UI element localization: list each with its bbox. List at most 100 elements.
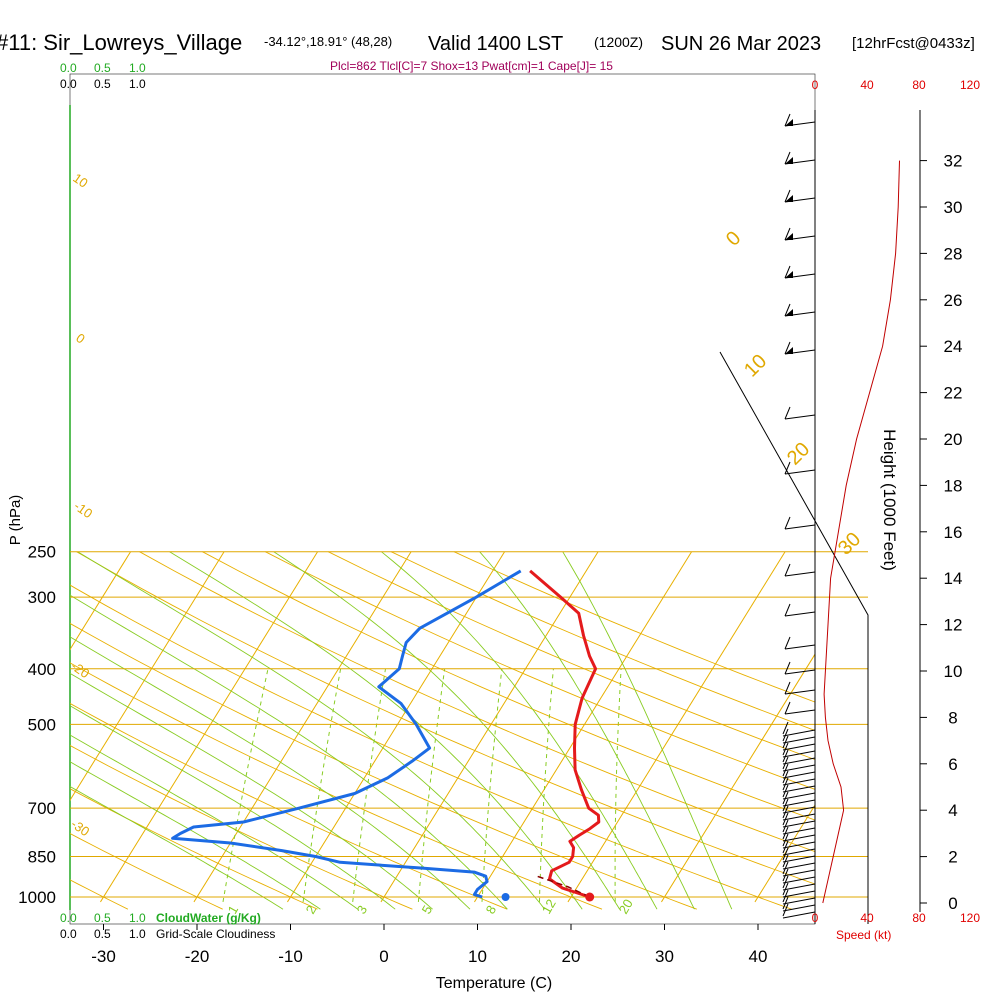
x-tick-40: 40: [749, 947, 768, 966]
wind-barb: [784, 113, 816, 127]
p-tick-250: 250: [28, 543, 56, 562]
isotherm: [848, 552, 1000, 902]
barb-flag: [782, 903, 789, 917]
isotherm: [70, 551, 131, 651]
isotherm-label-20: 20: [783, 438, 814, 469]
wind-barb: [782, 882, 816, 898]
height-tick-10: 10: [944, 662, 963, 681]
barb-flag: [784, 516, 791, 530]
moist-adiabat: [70, 785, 284, 910]
y-axis-title: P (hPa): [7, 495, 24, 546]
wind-barb: [782, 812, 816, 828]
barb-shaft: [784, 611, 816, 617]
height-tick-32: 32: [944, 152, 963, 171]
barb-flag: [784, 303, 791, 317]
wind-barb: [782, 721, 816, 737]
wind-barb: [784, 189, 816, 203]
barb-shaft: [782, 820, 816, 828]
barb-shaft: [784, 524, 816, 530]
isotherm: [100, 551, 318, 903]
barb-pennant: [785, 233, 793, 240]
cloud-scale-dark-2: 1.0: [129, 77, 146, 91]
barb-shaft: [782, 785, 816, 793]
isotherm-label-0: 0: [73, 330, 88, 346]
cloud-scale-bot-1: 0.5: [94, 911, 111, 925]
wind-barbs: [782, 113, 816, 919]
moist-adiabat: [70, 672, 433, 910]
sounding-params: Plcl=862 Tlcl[C]=7 Shox=13 Pwat[cm]=1 Ca…: [330, 59, 613, 73]
isotherm: [380, 551, 599, 903]
p-tick-850: 850: [28, 848, 56, 867]
cloud-scale-top-0: 0.0: [60, 61, 77, 75]
utc-time: (1200Z): [594, 34, 643, 50]
isotherm: [661, 653, 815, 903]
barb-pennant: [785, 271, 793, 278]
barb-flag: [784, 661, 791, 675]
speed-top-2: 80: [912, 78, 926, 92]
wind-barb: [782, 763, 816, 779]
wind-barb: [782, 798, 816, 814]
barb-shaft: [784, 644, 816, 650]
barb-shaft: [782, 911, 816, 919]
dry-adiabat: [70, 744, 413, 910]
dry-adiabat: [70, 833, 223, 910]
barb-flag: [782, 819, 789, 833]
wind-barb: [784, 265, 816, 279]
dry-adiabat: [139, 551, 815, 853]
barb-shaft: [784, 469, 816, 475]
barb-flag: [782, 735, 789, 749]
barb-shaft: [784, 709, 816, 715]
wind-barb: [782, 749, 816, 765]
moist-adiabat: [169, 551, 583, 910]
x-tick--30: -30: [91, 947, 116, 966]
barb-flag: [782, 833, 789, 847]
barb-shaft: [782, 890, 816, 898]
height-tick-24: 24: [944, 337, 963, 356]
barb-flag: [782, 840, 789, 854]
wind-barb: [784, 516, 816, 530]
forecast-date: SUN 26 Mar 2023: [661, 33, 821, 55]
speed-bot-0: 0: [812, 911, 819, 925]
y2-axis-title: Height (1000 Feet): [880, 429, 899, 571]
isotherm: [287, 551, 505, 903]
height-tick-2: 2: [948, 848, 957, 867]
x-tick--20: -20: [185, 947, 210, 966]
height-tick-18: 18: [944, 476, 963, 495]
barb-shaft: [782, 876, 816, 884]
moist-adiabat: [70, 734, 359, 910]
barb-shaft: [782, 757, 816, 765]
dry-adiabat: [390, 551, 815, 731]
x-tick-10: 10: [468, 947, 487, 966]
barb-flag: [782, 721, 789, 735]
station-title: #11: Sir_Lowreys_Village: [0, 30, 242, 55]
p-tick-300: 300: [28, 588, 56, 607]
speed-top-0: 0: [812, 78, 819, 92]
wind-barb: [782, 854, 816, 870]
terrain-boundary: [719, 351, 869, 924]
barb-flag: [784, 461, 791, 475]
barb-shaft: [782, 729, 816, 737]
x-tick-20: 20: [562, 947, 581, 966]
barb-flag: [784, 265, 791, 279]
barb-shaft: [782, 841, 816, 849]
wind-barb: [782, 847, 816, 863]
speed-bot-1: 40: [860, 911, 874, 925]
p-tick-400: 400: [28, 660, 56, 679]
cloud-scale-top-2: 1.0: [129, 61, 146, 75]
moist-adiabat: [70, 636, 471, 910]
speed-top-1: 40: [860, 78, 874, 92]
barb-flag: [784, 636, 791, 650]
cloud-scale-bot-dark-1: 0.5: [94, 927, 111, 941]
wind-barb: [782, 728, 816, 744]
dry-adiabat: [70, 879, 129, 910]
wind-barb: [782, 791, 816, 807]
wind-barb: [782, 861, 816, 877]
speed-top-3: 120: [960, 78, 980, 92]
dry-adiabat: [70, 702, 508, 910]
mixing-ratio-line: [302, 668, 342, 902]
moist-adiabat: [70, 705, 396, 910]
barb-pennant: [785, 157, 793, 164]
barb-flag: [782, 889, 789, 903]
moist-adiabat: [70, 594, 508, 910]
